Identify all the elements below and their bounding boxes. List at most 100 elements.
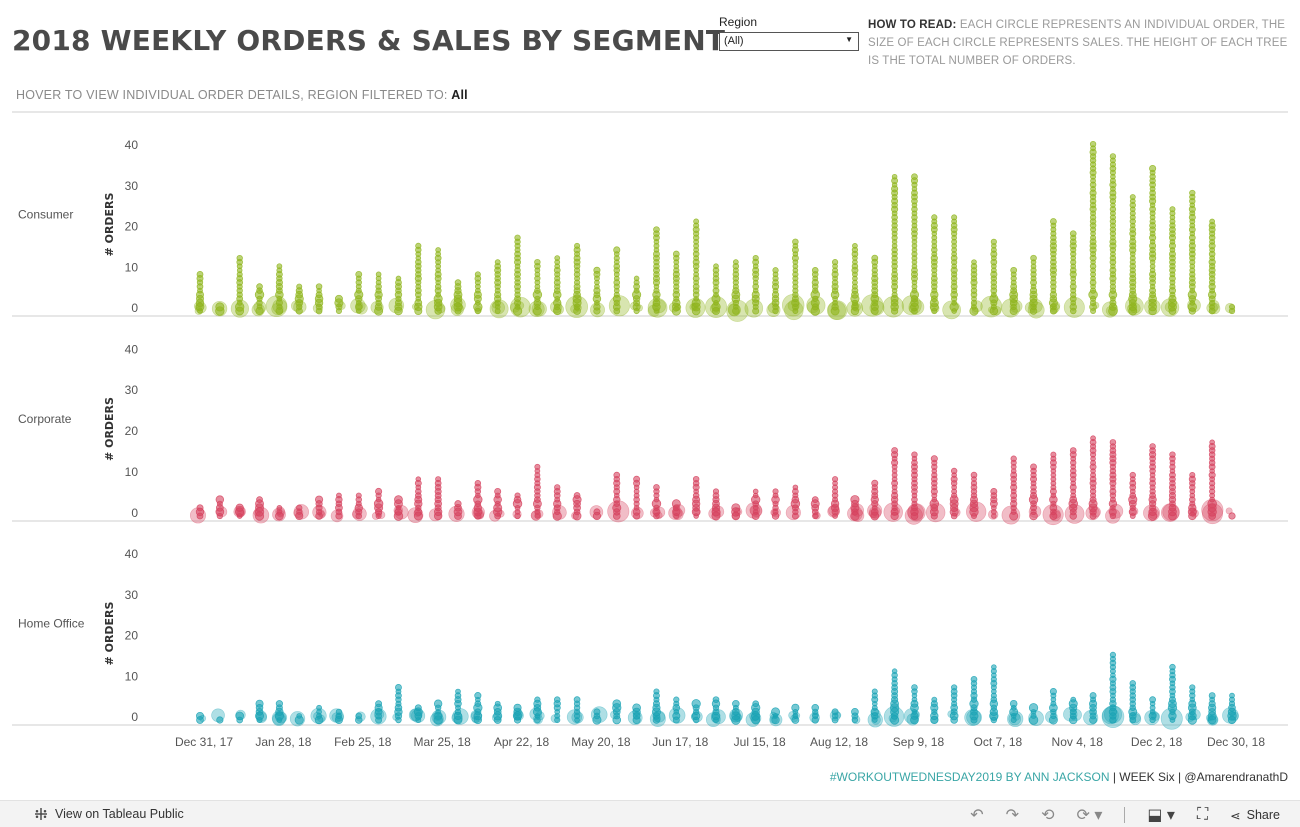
order-circle[interactable] xyxy=(330,509,344,523)
order-circle[interactable] xyxy=(869,509,878,518)
order-circle[interactable] xyxy=(1063,707,1078,722)
order-circle[interactable] xyxy=(530,510,542,521)
week-tree[interactable] xyxy=(425,247,446,320)
order-circle[interactable] xyxy=(1144,298,1161,316)
order-circle[interactable] xyxy=(589,505,604,519)
order-circle[interactable] xyxy=(408,708,422,722)
order-circle[interactable] xyxy=(1028,710,1044,727)
order-circle[interactable] xyxy=(912,710,920,719)
order-circle[interactable] xyxy=(1010,455,1017,462)
order-circle[interactable] xyxy=(834,711,842,719)
order-circle[interactable] xyxy=(215,495,225,504)
week-tree[interactable] xyxy=(265,263,288,318)
order-circle[interactable] xyxy=(474,692,482,700)
order-circle[interactable] xyxy=(1049,302,1060,313)
order-circle[interactable] xyxy=(608,295,630,317)
order-circle[interactable] xyxy=(632,711,641,720)
order-circle[interactable] xyxy=(255,711,267,724)
order-circle[interactable] xyxy=(196,504,204,512)
order-circle[interactable] xyxy=(571,511,580,520)
week-tree[interactable] xyxy=(826,259,848,321)
order-circle[interactable] xyxy=(990,238,997,245)
order-circle[interactable] xyxy=(769,711,777,720)
order-circle[interactable] xyxy=(355,712,363,720)
order-circle[interactable] xyxy=(394,505,409,520)
order-circle[interactable] xyxy=(1208,692,1216,699)
week-tree[interactable] xyxy=(685,218,706,318)
order-circle[interactable] xyxy=(672,250,680,258)
order-circle[interactable] xyxy=(529,707,543,721)
week-tree[interactable] xyxy=(769,707,783,727)
order-circle[interactable] xyxy=(211,708,225,723)
order-circle[interactable] xyxy=(1050,218,1057,225)
week-tree[interactable] xyxy=(745,700,762,727)
order-circle[interactable] xyxy=(951,508,961,517)
order-circle[interactable] xyxy=(534,509,544,519)
order-circle[interactable] xyxy=(908,304,917,313)
order-circle[interactable] xyxy=(550,300,563,314)
order-circle[interactable] xyxy=(888,714,898,723)
order-circle[interactable] xyxy=(199,714,207,722)
order-circle[interactable] xyxy=(826,300,846,320)
order-circle[interactable] xyxy=(871,479,879,487)
order-circle[interactable] xyxy=(964,709,982,727)
order-circle[interactable] xyxy=(705,712,721,728)
order-circle[interactable] xyxy=(255,710,267,722)
order-circle[interactable] xyxy=(474,271,481,278)
order-circle[interactable] xyxy=(966,501,987,522)
order-circle[interactable] xyxy=(752,255,759,262)
week-tree[interactable] xyxy=(370,700,387,725)
order-circle[interactable] xyxy=(1169,206,1176,213)
order-circle[interactable] xyxy=(911,451,918,458)
order-circle[interactable] xyxy=(647,297,668,318)
order-circle[interactable] xyxy=(1130,302,1141,314)
week-tree[interactable] xyxy=(847,495,865,523)
week-tree[interactable] xyxy=(1024,254,1045,319)
order-circle[interactable] xyxy=(911,173,918,181)
order-circle[interactable] xyxy=(728,303,741,317)
order-circle[interactable] xyxy=(373,709,385,720)
order-circle[interactable] xyxy=(850,503,864,517)
week-tree[interactable] xyxy=(370,271,384,316)
order-circle[interactable] xyxy=(831,708,839,716)
order-circle[interactable] xyxy=(971,259,977,265)
order-circle[interactable] xyxy=(1010,266,1018,274)
order-circle[interactable] xyxy=(371,511,380,520)
order-circle[interactable] xyxy=(1109,439,1117,446)
week-tree[interactable] xyxy=(1160,451,1180,522)
order-circle[interactable] xyxy=(752,488,759,495)
order-circle[interactable] xyxy=(590,302,605,318)
order-circle[interactable] xyxy=(647,304,660,317)
week-tree[interactable] xyxy=(1048,218,1061,315)
order-circle[interactable] xyxy=(489,299,509,319)
week-tree[interactable] xyxy=(904,451,926,525)
order-circle[interactable] xyxy=(1129,194,1136,201)
credit-hashtag[interactable]: #WORKOUTWEDNESDAY2019 xyxy=(829,770,1003,784)
order-circle[interactable] xyxy=(1169,451,1176,458)
week-tree[interactable] xyxy=(668,250,682,316)
week-tree[interactable] xyxy=(428,476,443,522)
order-circle[interactable] xyxy=(766,303,781,318)
order-circle[interactable] xyxy=(291,300,303,312)
order-circle[interactable] xyxy=(732,259,739,266)
order-circle[interactable] xyxy=(769,715,778,724)
order-circle[interactable] xyxy=(1028,703,1039,713)
week-tree[interactable] xyxy=(1101,651,1125,728)
order-circle[interactable] xyxy=(693,508,701,516)
order-circle[interactable] xyxy=(431,709,447,725)
order-circle[interactable] xyxy=(196,270,204,278)
order-circle[interactable] xyxy=(494,700,501,707)
week-tree[interactable] xyxy=(705,263,728,319)
week-tree[interactable] xyxy=(947,684,959,724)
order-circle[interactable] xyxy=(930,455,938,463)
order-circle[interactable] xyxy=(788,710,798,720)
order-circle[interactable] xyxy=(318,511,326,518)
week-tree[interactable] xyxy=(1224,302,1236,315)
order-circle[interactable] xyxy=(392,713,400,721)
order-circle[interactable] xyxy=(1229,711,1239,721)
order-circle[interactable] xyxy=(316,704,322,711)
order-circle[interactable] xyxy=(471,715,480,724)
order-circle[interactable] xyxy=(1209,218,1216,225)
order-circle[interactable] xyxy=(991,664,997,670)
order-circle[interactable] xyxy=(891,506,901,516)
